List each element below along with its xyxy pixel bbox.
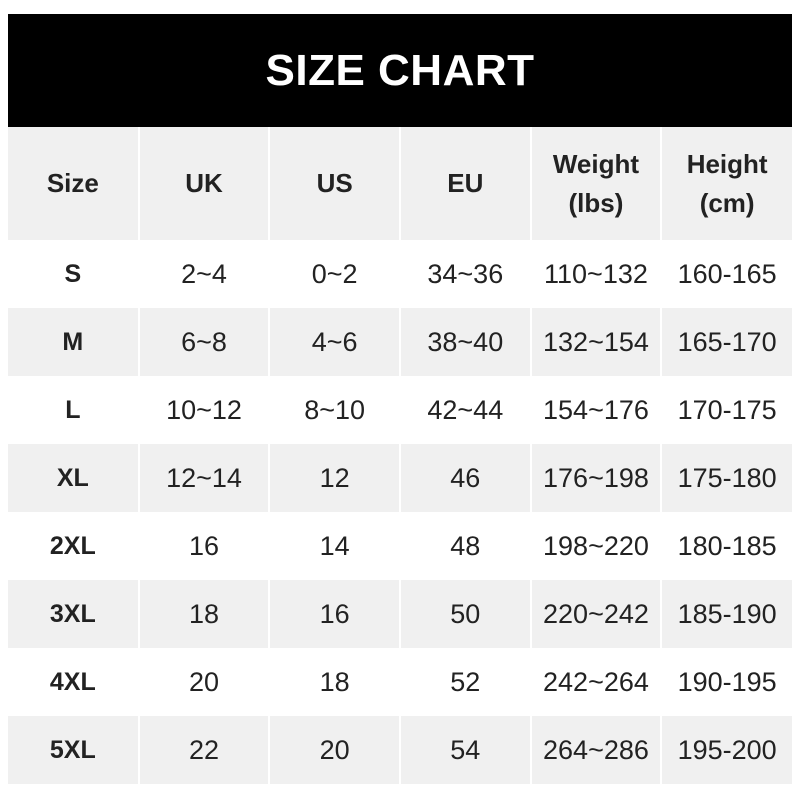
table-cell: 18	[269, 648, 401, 716]
column-header-text: US	[316, 168, 353, 198]
table-cell: 132~154	[530, 308, 663, 376]
table-cell: 42~44	[399, 376, 532, 444]
table-cell: 20	[138, 648, 271, 716]
column-header-text: Weight	[552, 148, 640, 179]
size-chart: SIZE CHART Size UK US EU Weight (lbs) Height (c…	[8, 14, 792, 784]
table-row: 2XL 16 14 48 198~220 180-185	[8, 512, 792, 580]
column-header: Height (cm)	[661, 127, 792, 240]
column-header-text: (cm)	[699, 187, 755, 218]
column-header-text: UK	[185, 168, 223, 198]
table-cell: 198~220	[530, 512, 663, 580]
table-cell: 10~12	[138, 376, 271, 444]
table-cell: 220~242	[530, 580, 663, 648]
table-cell: 14	[269, 512, 401, 580]
table-cell: 180-185	[677, 530, 777, 561]
size-cell: 5XL	[8, 716, 140, 784]
size-cell: 3XL	[8, 580, 140, 648]
table-cell: 20	[269, 716, 401, 784]
table-cell: 18	[138, 580, 271, 648]
table-cell: 34~36	[399, 240, 532, 308]
table-cell: 38~40	[399, 308, 532, 376]
column-header-text: (lbs)	[568, 187, 624, 218]
size-cell: XL	[8, 444, 140, 512]
table-row: M 6~8 4~6 38~40 132~154 165-170	[8, 308, 792, 376]
column-header: Size	[8, 127, 140, 240]
table-row: 4XL 20 18 52 242~264 190-195	[8, 648, 792, 716]
table-cell: 12	[269, 444, 401, 512]
size-cell: 4XL	[8, 648, 140, 716]
table-cell: 154~176	[530, 376, 663, 444]
table-cell: 8~10	[269, 376, 401, 444]
table-cell: 170-175	[677, 394, 777, 425]
table-cell: 195-200	[661, 716, 792, 784]
table-row: XL 12~14 12 46 176~198 175-180	[8, 444, 792, 512]
column-header-text: EU	[447, 168, 484, 198]
table-cell: 4~6	[269, 308, 401, 376]
size-cell: 2XL	[8, 512, 140, 580]
table-cell: 176~198	[530, 444, 663, 512]
table-cell: 16	[138, 512, 271, 580]
column-header: US	[269, 127, 401, 240]
table-cell: 6~8	[138, 308, 271, 376]
column-header: EU	[399, 127, 532, 240]
column-header: UK	[138, 127, 271, 240]
table-cell: 165-170	[661, 308, 792, 376]
size-cell: S	[8, 240, 140, 308]
column-header-text: Height	[686, 148, 768, 179]
table-cell: 185-190	[661, 580, 792, 648]
table-row: S 2~4 0~2 34~36 110~132 160-165	[8, 240, 792, 308]
table-cell: 12~14	[138, 444, 271, 512]
table-cell: 190-195	[677, 666, 777, 697]
size-cell: M	[8, 308, 140, 376]
chart-title: SIZE CHART	[8, 14, 792, 127]
header-row: Size UK US EU Weight (lbs) Height (cm)	[8, 127, 792, 240]
table-cell: 175-180	[661, 444, 792, 512]
size-cell: L	[8, 376, 140, 444]
table-row: L 10~12 8~10 42~44 154~176 170-175	[8, 376, 792, 444]
table-cell: 50	[399, 580, 532, 648]
table-cell: 54	[399, 716, 532, 784]
table-cell: 160-165	[677, 258, 777, 289]
table-row: 5XL 22 20 54 264~286 195-200	[8, 716, 792, 784]
table-cell: 0~2	[269, 240, 401, 308]
column-header-text: Size	[46, 168, 99, 198]
table-cell: 52	[399, 648, 532, 716]
table-cell: 16	[269, 580, 401, 648]
table-cell: 22	[138, 716, 271, 784]
column-header: Weight (lbs)	[530, 127, 663, 240]
size-table: Size UK US EU Weight (lbs) Height (cm) S 2~4 0~2 3…	[8, 127, 792, 784]
table-cell: 110~132	[530, 240, 663, 308]
table-row: 3XL 18 16 50 220~242 185-190	[8, 580, 792, 648]
table-cell: 242~264	[530, 648, 663, 716]
table-cell: 48	[399, 512, 532, 580]
table-cell: 2~4	[138, 240, 271, 308]
table-cell: 264~286	[530, 716, 663, 784]
table-cell: 46	[399, 444, 532, 512]
